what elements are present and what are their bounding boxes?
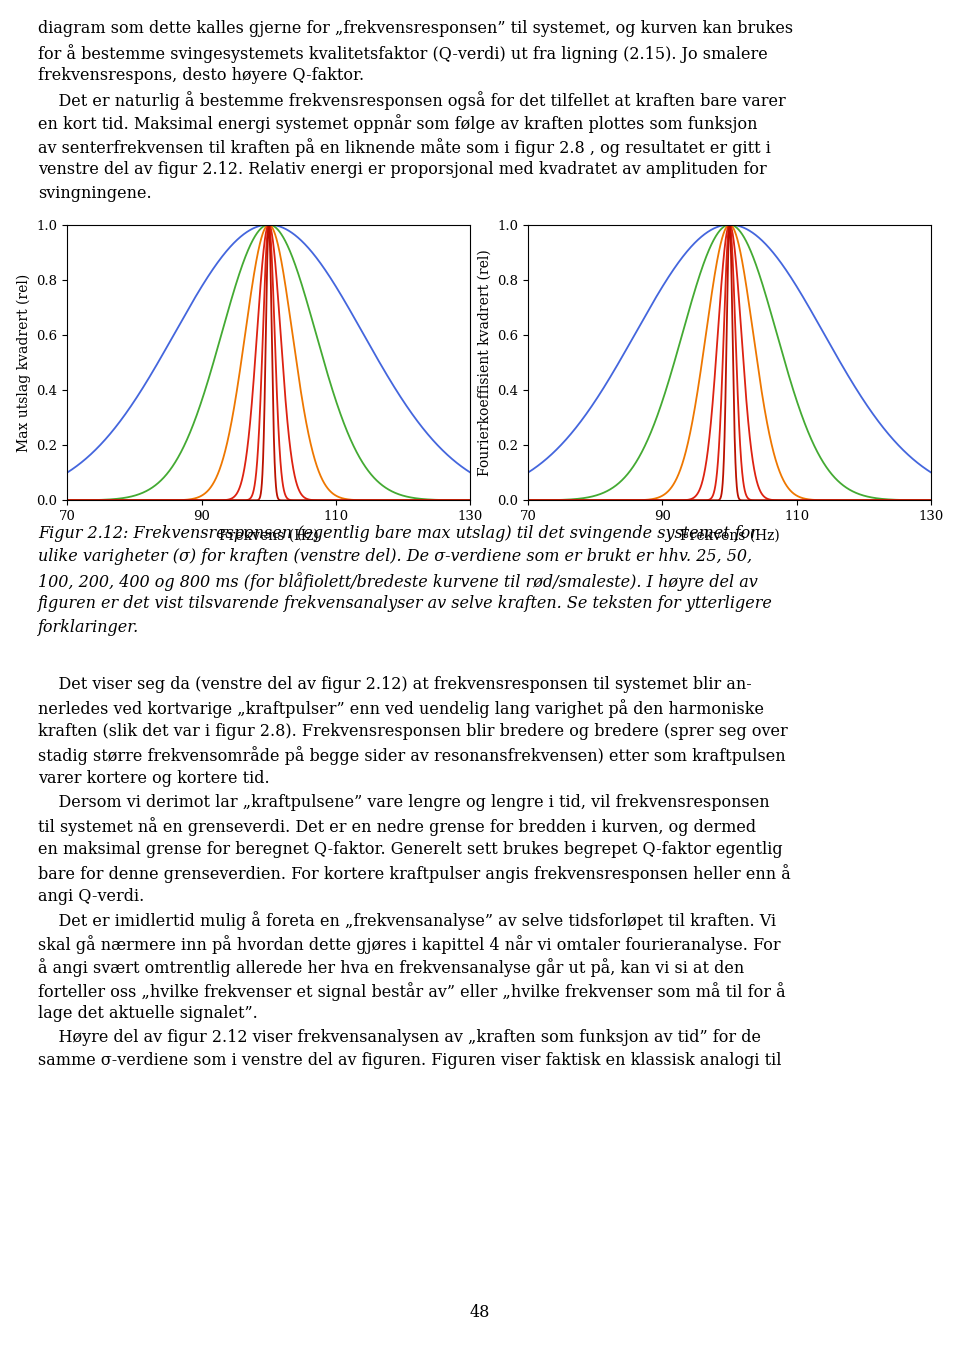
Text: skal gå nærmere inn på hvordan dette gjøres i kapittel 4 når vi omtaler fouriera: skal gå nærmere inn på hvordan dette gjø… <box>38 935 781 954</box>
Text: varer kortere og kortere tid.: varer kortere og kortere tid. <box>38 769 270 787</box>
Text: stadig større frekvensområde på begge sider av resonansfrekvensen) etter som kra: stadig større frekvensområde på begge si… <box>38 746 786 765</box>
Text: Det viser seg da (venstre del av figur 2.12) at frekvensresponsen til systemet b: Det viser seg da (venstre del av figur 2… <box>38 677 752 693</box>
Text: å angi svært omtrentlig allerede her hva en frekvensanalyse går ut på, kan vi si: å angi svært omtrentlig allerede her hva… <box>38 959 745 978</box>
Text: Det er imidlertid mulig å foreta en „frekvensanalyse” av selve tidsforløpet til : Det er imidlertid mulig å foreta en „fre… <box>38 912 777 931</box>
Text: frekvensrespons, desto høyere Q-faktor.: frekvensrespons, desto høyere Q-faktor. <box>38 67 365 85</box>
X-axis label: Frekvens (Hz): Frekvens (Hz) <box>680 529 780 542</box>
Text: bare for denne grenseverdien. For kortere kraftpulser angis frekvensresponsen he: bare for denne grenseverdien. For korter… <box>38 865 791 884</box>
Text: en kort tid. Maksimal energi systemet oppnår som følge av kraften plottes som fu: en kort tid. Maksimal energi systemet op… <box>38 114 757 133</box>
Text: 100, 200, 400 og 800 ms (for blåfiolett/bredeste kurvene til rød/smaleste). I hø: 100, 200, 400 og 800 ms (for blåfiolett/… <box>38 572 758 590</box>
Text: av senterfrekvensen til kraften på en liknende måte som i figur 2.8 , og resulta: av senterfrekvensen til kraften på en li… <box>38 139 771 157</box>
Y-axis label: Max utslag kvadrert (rel): Max utslag kvadrert (rel) <box>16 273 31 452</box>
Text: figuren er det vist tilsvarende frekvensanalyser av selve kraften. Se teksten fo: figuren er det vist tilsvarende frekvens… <box>38 594 773 612</box>
Text: en maksimal grense for beregnet Q-faktor. Generelt sett brukes begrepet Q-faktor: en maksimal grense for beregnet Q-faktor… <box>38 841 783 858</box>
Text: angi Q-verdi.: angi Q-verdi. <box>38 888 145 905</box>
X-axis label: Frekvens (Hz): Frekvens (Hz) <box>219 529 319 542</box>
Text: samme σ-verdiene som i venstre del av figuren. Figuren viser faktisk en klassisk: samme σ-verdiene som i venstre del av fi… <box>38 1053 781 1069</box>
Text: forklaringer.: forklaringer. <box>38 619 139 636</box>
Text: venstre del av figur 2.12. Relativ energi er proporsjonal med kvadratet av ampli: venstre del av figur 2.12. Relativ energ… <box>38 161 767 179</box>
Y-axis label: Fourierkoeffisient kvadrert (rel): Fourierkoeffisient kvadrert (rel) <box>477 249 492 476</box>
Text: kraften (slik det var i figur 2.8). Frekvensresponsen blir bredere og bredere (s: kraften (slik det var i figur 2.8). Frek… <box>38 724 788 740</box>
Text: for å bestemme svingesystemets kvalitetsfaktor (Q-verdi) ut fra ligning (2.15). : for å bestemme svingesystemets kvalitets… <box>38 43 768 63</box>
Text: ulike varigheter (σ) for kraften (venstre del). De σ-verdiene som er brukt er hh: ulike varigheter (σ) for kraften (venstr… <box>38 549 753 565</box>
Text: 48: 48 <box>469 1303 491 1321</box>
Text: Figur 2.12: Frekvensresponsen (egentlig bare max utslag) til det svingende syste: Figur 2.12: Frekvensresponsen (egentlig … <box>38 525 758 542</box>
Text: Dersom vi derimot lar „kraftpulsene” vare lengre og lengre i tid, vil frekvensre: Dersom vi derimot lar „kraftpulsene” var… <box>38 794 770 811</box>
Text: lage det aktuelle signalet”.: lage det aktuelle signalet”. <box>38 1006 258 1022</box>
Text: svingningene.: svingningene. <box>38 186 152 202</box>
Text: Det er naturlig å bestemme frekvensresponsen også for det tilfellet at kraften b: Det er naturlig å bestemme frekvensrespo… <box>38 90 786 110</box>
Text: diagram som dette kalles gjerne for „frekvensresponsen” til systemet, og kurven : diagram som dette kalles gjerne for „fre… <box>38 20 794 38</box>
Text: nerledes ved kortvarige „kraftpulser” enn ved uendelig lang varighet på den harm: nerledes ved kortvarige „kraftpulser” en… <box>38 699 764 718</box>
Text: Høyre del av figur 2.12 viser frekvensanalysen av „kraften som funksjon av tid” : Høyre del av figur 2.12 viser frekvensan… <box>38 1029 761 1046</box>
Text: til systemet nå en grenseverdi. Det er en nedre grense for bredden i kurven, og : til systemet nå en grenseverdi. Det er e… <box>38 818 756 837</box>
Text: forteller oss „hvilke frekvenser et signal består av” eller „hvilke frekvenser s: forteller oss „hvilke frekvenser et sign… <box>38 982 786 1001</box>
